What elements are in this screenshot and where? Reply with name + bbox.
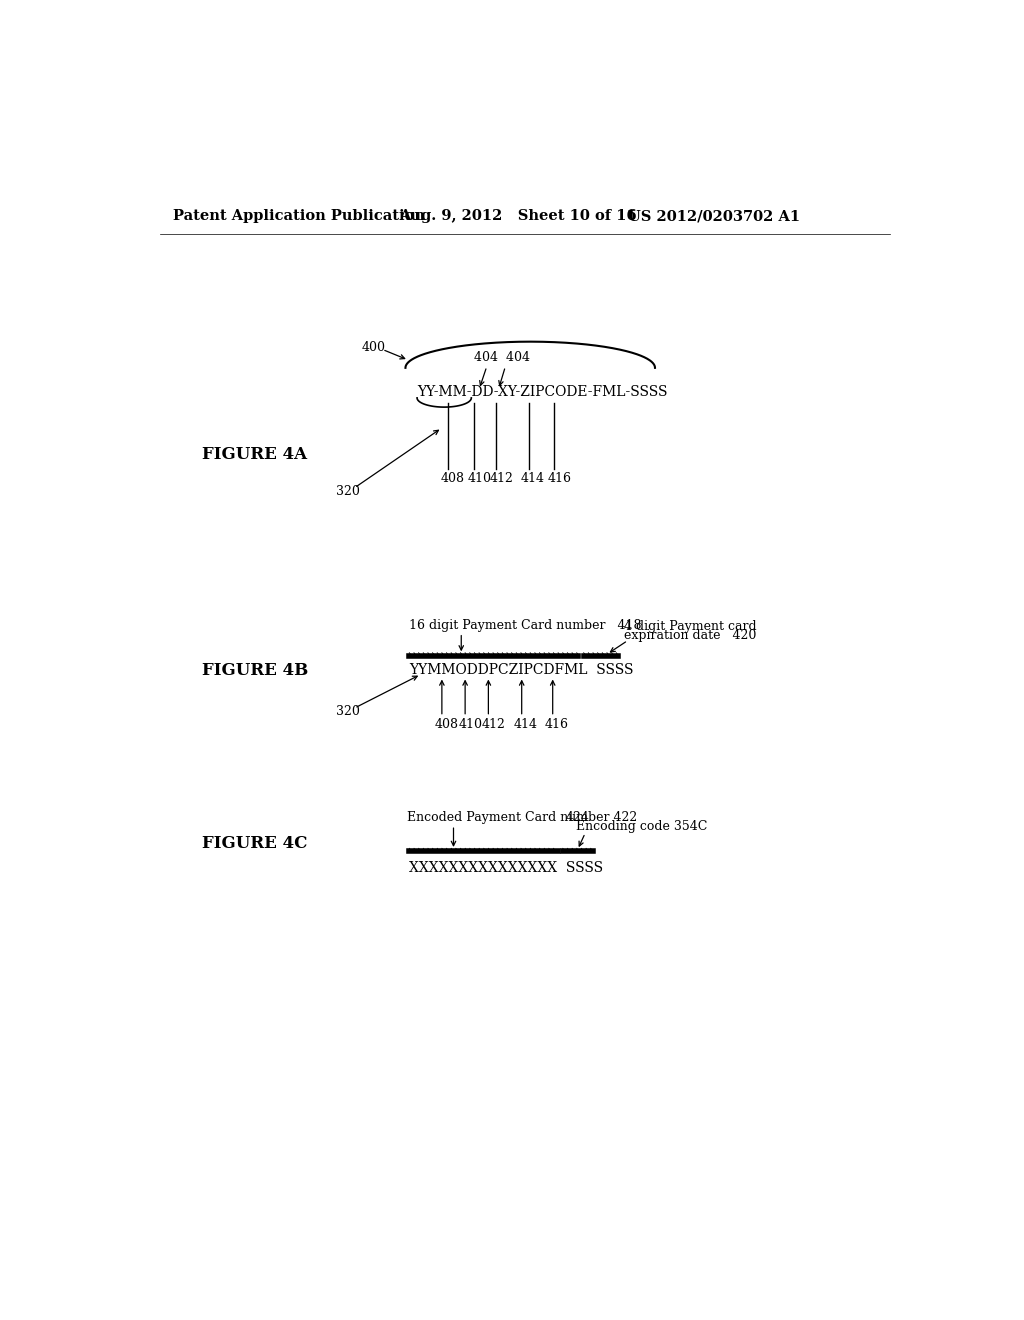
Text: YY-MM-DD-XY-ZIPCODE-FML-SSSS: YY-MM-DD-XY-ZIPCODE-FML-SSSS xyxy=(417,384,668,399)
Text: Encoding code 354C: Encoding code 354C xyxy=(575,820,708,833)
Text: 412: 412 xyxy=(481,718,505,731)
Text: Encoded Payment Card number 422: Encoded Payment Card number 422 xyxy=(407,810,637,824)
Text: 4 digit Payment card: 4 digit Payment card xyxy=(624,620,757,634)
Text: 416: 416 xyxy=(547,473,571,486)
Text: 424: 424 xyxy=(566,810,590,824)
Text: 414: 414 xyxy=(514,718,538,731)
Text: Patent Application Publication: Patent Application Publication xyxy=(173,209,425,223)
Text: FIGURE 4C: FIGURE 4C xyxy=(202,836,307,853)
Text: 320: 320 xyxy=(336,705,359,718)
Text: 400: 400 xyxy=(362,342,386,354)
Text: US 2012/0203702 A1: US 2012/0203702 A1 xyxy=(628,209,800,223)
Text: Aug. 9, 2012   Sheet 10 of 16: Aug. 9, 2012 Sheet 10 of 16 xyxy=(399,209,637,223)
Text: 414: 414 xyxy=(521,473,545,486)
Text: FIGURE 4A: FIGURE 4A xyxy=(202,446,307,463)
Text: 408: 408 xyxy=(435,718,459,731)
Text: 410: 410 xyxy=(467,473,492,486)
Text: FIGURE 4B: FIGURE 4B xyxy=(202,661,308,678)
Text: XXXXXXXXXXXXXXX  SSSS: XXXXXXXXXXXXXXX SSSS xyxy=(410,862,603,875)
Text: 410: 410 xyxy=(458,718,482,731)
Text: 320: 320 xyxy=(336,484,359,498)
Text: YYMMODDPCZIPCDFML  SSSS: YYMMODDPCZIPCDFML SSSS xyxy=(410,664,634,677)
Text: expiration date   420: expiration date 420 xyxy=(624,630,757,643)
Text: 416: 416 xyxy=(545,718,569,731)
Text: 16 digit Payment Card number   418: 16 digit Payment Card number 418 xyxy=(410,619,642,631)
Text: 404  404: 404 404 xyxy=(474,351,530,363)
Text: 408: 408 xyxy=(441,473,465,486)
Text: 412: 412 xyxy=(489,473,513,486)
